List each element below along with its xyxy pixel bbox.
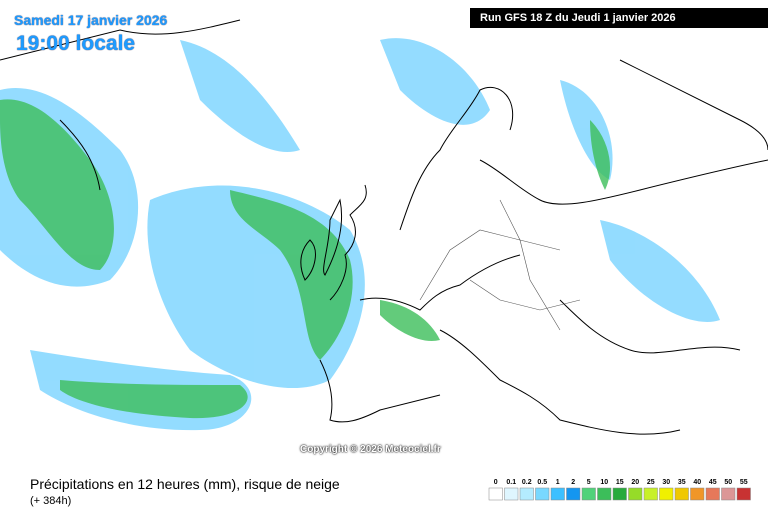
legend-label: 0.5 — [537, 479, 547, 486]
legend-label: 0.2 — [522, 479, 532, 486]
legend-swatch — [550, 487, 565, 501]
legend-swatch — [566, 487, 581, 501]
borders — [419, 199, 581, 331]
coastlines — [0, 19, 768, 435]
map — [0, 19, 768, 435]
legend-label: 5 — [587, 479, 591, 486]
legend-label: 15 — [616, 479, 624, 486]
legend-label: 35 — [678, 479, 686, 486]
legend: 0 0.1 0.2 0.5 1 2 5 10 15 20 25 30 35 40 45 50 55 — [488, 479, 751, 501]
legend-label: 0.1 — [506, 479, 516, 486]
precip-moderate — [0, 99, 610, 419]
legend-label: 25 — [647, 479, 655, 486]
legend-swatch — [690, 487, 705, 501]
legend-swatch — [674, 487, 689, 501]
legend-swatch — [612, 487, 627, 501]
legend-label: 55 — [740, 479, 748, 486]
legend-label: 45 — [709, 479, 717, 486]
footer-title: Précipitations en 12 heures (mm), risque… — [30, 476, 340, 492]
legend-swatch — [581, 487, 596, 501]
legend-label: 2 — [571, 479, 575, 486]
legend-swatch — [736, 487, 751, 501]
legend-swatch — [519, 487, 534, 501]
footer: Précipitations en 12 heures (mm), risque… — [0, 470, 768, 512]
forecast-time: 19:00 locale — [16, 32, 136, 55]
legend-swatch — [643, 487, 658, 501]
legend-label: 10 — [600, 479, 608, 486]
legend-swatch — [488, 487, 503, 501]
legend-label: 1 — [556, 479, 560, 486]
legend-label: 50 — [724, 479, 732, 486]
legend-label: 30 — [662, 479, 670, 486]
legend-swatch — [597, 487, 612, 501]
legend-swatch — [504, 487, 519, 501]
legend-label: 20 — [631, 479, 639, 486]
forecast-date: Samedi 17 janvier 2026 — [14, 12, 168, 28]
legend-label: 0 — [494, 479, 498, 486]
legend-label: 40 — [693, 479, 701, 486]
legend-swatch — [659, 487, 674, 501]
copyright: Copyright © 2026 Meteociel.fr — [300, 444, 441, 455]
legend-swatch — [705, 487, 720, 501]
legend-swatch — [628, 487, 643, 501]
footer-lead: (+ 384h) — [30, 495, 72, 507]
legend-swatch — [721, 487, 736, 501]
legend-swatch — [535, 487, 550, 501]
run-info: Run GFS 18 Z du Jeudi 1 janvier 2026 — [470, 8, 768, 28]
